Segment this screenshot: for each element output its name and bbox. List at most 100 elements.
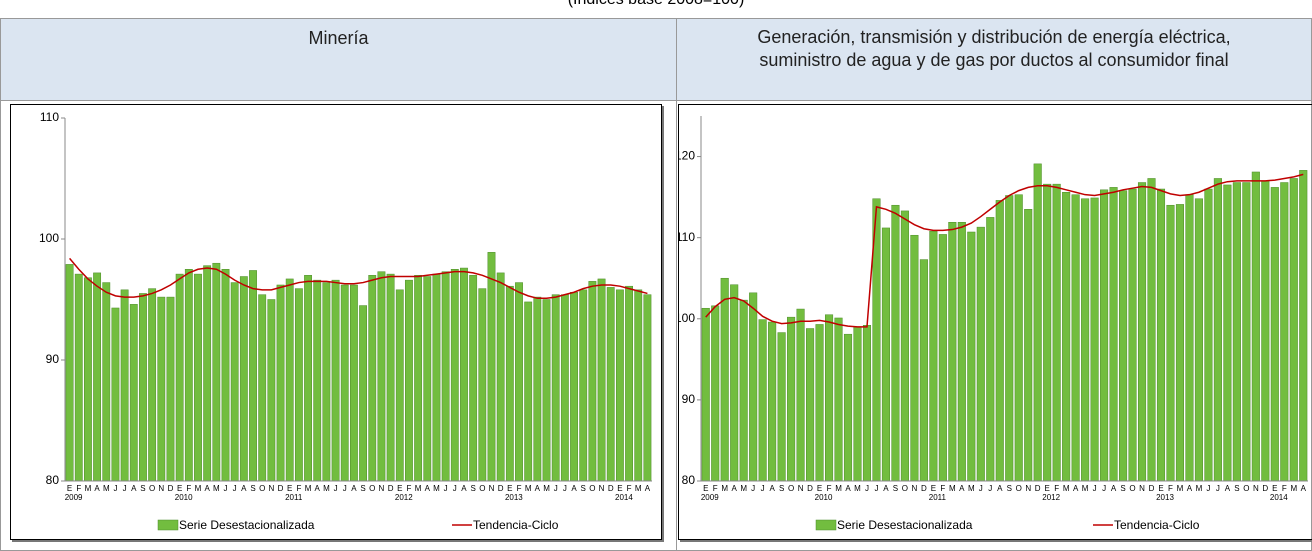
bar: [441, 271, 450, 482]
x-tick-label: J: [113, 484, 117, 493]
bar: [1289, 178, 1298, 482]
bar: [203, 265, 212, 482]
bar: [862, 325, 872, 482]
bar: [957, 222, 966, 482]
x-tick-label: A: [204, 484, 210, 493]
bar: [1261, 180, 1270, 482]
year-label: 2014: [1270, 493, 1288, 502]
x-tick-label: E: [507, 484, 512, 493]
year-label: 2010: [175, 493, 193, 502]
bar: [1280, 182, 1289, 482]
bar: [711, 305, 720, 482]
y-tick-label: 120: [678, 149, 695, 163]
bar: [597, 278, 606, 482]
x-tick-label: J: [1216, 484, 1220, 493]
bar: [891, 204, 900, 482]
x-tick-label: A: [131, 484, 137, 493]
bar: [84, 277, 92, 482]
bar: [1223, 184, 1232, 482]
bar: [469, 275, 478, 482]
x-tick-label: D: [498, 484, 504, 493]
x-tick-label: E: [931, 484, 936, 493]
bar: [450, 269, 459, 482]
bar: [1213, 178, 1222, 482]
x-tick-label: M: [85, 484, 92, 493]
x-tick-label: J: [233, 484, 237, 493]
x-tick-label: O: [589, 484, 595, 493]
x-tick-label: A: [315, 484, 321, 493]
year-label: 2011: [285, 493, 303, 502]
year-label: 2012: [395, 493, 413, 502]
x-tick-label: A: [883, 484, 889, 493]
bar: [377, 271, 386, 482]
bar: [919, 259, 928, 482]
x-tick-label: F: [76, 484, 81, 493]
bar: [166, 296, 175, 482]
x-tick-label: F: [407, 484, 412, 493]
legend-label: Serie Desestacionalizada: [837, 518, 973, 532]
x-tick-label: S: [360, 484, 365, 493]
x-tick-label: J: [1206, 484, 1210, 493]
x-tick-label: S: [1120, 484, 1125, 493]
x-tick-label: E: [1158, 484, 1163, 493]
x-tick-label: S: [470, 484, 475, 493]
x-tick-label: J: [123, 484, 127, 493]
x-tick-label: D: [278, 484, 284, 493]
x-tick-label: A: [959, 484, 965, 493]
bar: [853, 326, 862, 482]
bar: [304, 275, 312, 482]
x-tick-label: A: [425, 484, 431, 493]
x-tick-label: A: [535, 484, 541, 493]
bar: [1194, 198, 1203, 482]
x-tick-label: E: [67, 484, 72, 493]
x-tick-label: M: [323, 484, 330, 493]
x-tick-label: J: [563, 484, 567, 493]
x-tick-label: S: [581, 484, 586, 493]
bar: [460, 267, 468, 482]
bar: [938, 234, 947, 482]
x-tick-label: M: [1196, 484, 1203, 493]
x-tick-label: N: [158, 484, 164, 493]
x-tick-label: S: [250, 484, 255, 493]
column-header: Generación, transmisión y distribución d…: [676, 18, 1312, 101]
bar: [634, 289, 643, 482]
bar: [432, 273, 441, 482]
x-tick-label: M: [854, 484, 861, 493]
bar: [843, 333, 853, 482]
x-tick-label: M: [1177, 484, 1184, 493]
x-tick-label: M: [1063, 484, 1070, 493]
x-tick-label: M: [835, 484, 842, 493]
bar: [386, 273, 395, 482]
chart-title: Minería: [308, 28, 369, 48]
bar: [787, 316, 796, 482]
x-tick-label: D: [1035, 484, 1041, 493]
x-tick-label: A: [845, 484, 851, 493]
bar: [929, 230, 938, 482]
x-tick-label: F: [1054, 484, 1059, 493]
y-tick-label: 100: [678, 311, 695, 325]
x-tick-label: A: [94, 484, 100, 493]
bar: [230, 282, 239, 482]
bar: [359, 305, 368, 482]
bar: [1100, 189, 1109, 482]
bar: [588, 281, 597, 482]
x-tick-label: J: [343, 484, 347, 493]
x-tick-label: J: [761, 484, 765, 493]
bar: [1251, 171, 1260, 482]
bar: [368, 275, 377, 482]
x-tick-label: E: [177, 484, 182, 493]
bar: [239, 276, 248, 482]
bar: [625, 285, 633, 482]
bar: [1014, 194, 1023, 482]
x-tick-label: J: [979, 484, 983, 493]
legend-label: Tendencia-Ciclo: [1114, 518, 1200, 532]
x-tick-label: O: [1016, 484, 1022, 493]
bar: [881, 227, 890, 482]
x-tick-label: E: [1272, 484, 1277, 493]
x-tick-label: N: [912, 484, 918, 493]
bar: [148, 288, 157, 482]
bar: [349, 284, 358, 482]
bar: [1166, 204, 1175, 482]
bar: [560, 294, 569, 482]
bar: [395, 289, 404, 482]
